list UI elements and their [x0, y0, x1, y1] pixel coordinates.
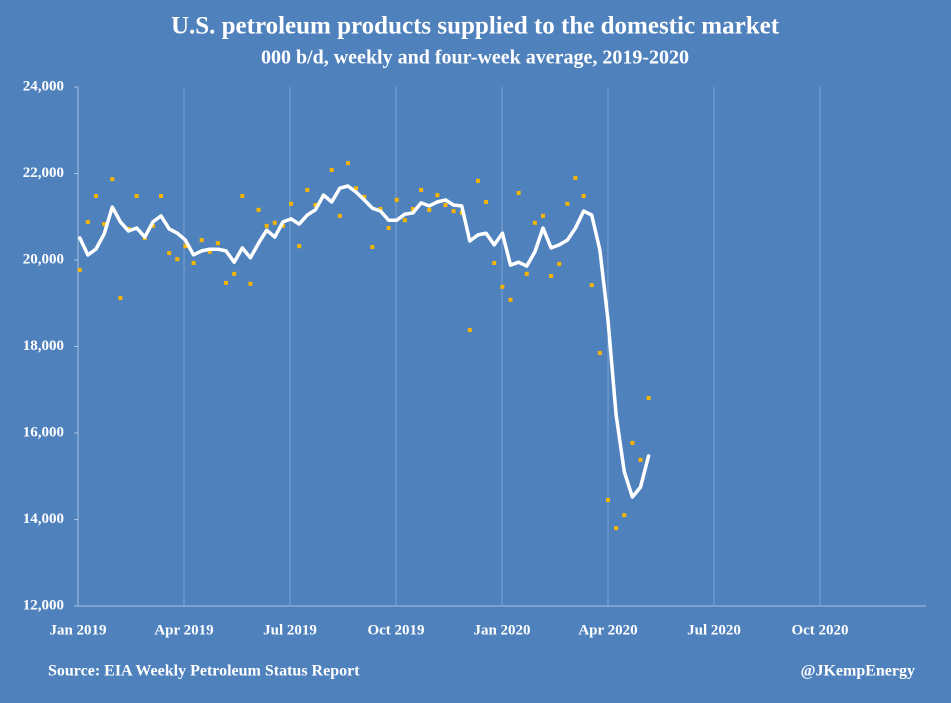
point — [622, 513, 627, 518]
x-tick-label: Oct 2019 — [367, 622, 424, 638]
x-tick-label: Jul 2019 — [263, 622, 317, 638]
point — [589, 283, 594, 288]
point — [224, 280, 229, 285]
y-tick-label: 24,000 — [23, 78, 64, 94]
point — [557, 261, 562, 266]
y-tick-label: 14,000 — [23, 511, 64, 527]
point — [167, 251, 172, 256]
point — [402, 218, 407, 223]
point — [565, 201, 570, 206]
point — [183, 244, 188, 249]
chart-title: U.S. petroleum products supplied to the … — [171, 13, 780, 40]
point — [77, 267, 82, 272]
point — [614, 526, 619, 531]
point — [256, 207, 261, 212]
point — [207, 249, 212, 254]
point — [175, 257, 180, 262]
y-tick-label: 12,000 — [23, 597, 64, 613]
point — [159, 193, 164, 198]
point — [467, 328, 472, 333]
source: Source: EIA Weekly Petroleum Status Repo… — [48, 663, 360, 680]
point — [378, 206, 383, 211]
point — [646, 395, 651, 400]
credit: @JKempEnergy — [801, 663, 915, 680]
point — [597, 350, 602, 355]
point — [638, 457, 643, 462]
point — [305, 187, 310, 192]
point — [297, 244, 302, 249]
point — [516, 190, 521, 195]
point — [532, 220, 537, 225]
point — [540, 213, 545, 218]
point — [272, 220, 277, 225]
y-tick-label: 20,000 — [23, 251, 64, 267]
point — [191, 261, 196, 266]
point — [443, 203, 448, 208]
x-tick-label: Jan 2019 — [49, 622, 106, 638]
point — [102, 222, 107, 227]
point — [85, 219, 90, 224]
point — [240, 193, 245, 198]
point — [500, 284, 505, 289]
point — [313, 203, 318, 208]
y-tick-label: 22,000 — [23, 165, 64, 181]
point — [110, 177, 115, 182]
point — [362, 194, 367, 199]
point — [232, 271, 237, 276]
point — [475, 178, 480, 183]
point — [337, 213, 342, 218]
point — [289, 201, 294, 206]
x-tick-label: Apr 2020 — [578, 622, 637, 638]
line — [78, 184, 651, 499]
point — [394, 197, 399, 202]
point — [508, 297, 513, 302]
point — [435, 193, 440, 198]
point — [410, 206, 415, 211]
point — [354, 186, 359, 191]
point — [386, 225, 391, 230]
point — [581, 193, 586, 198]
y-tick-label: 16,000 — [23, 424, 64, 440]
point — [150, 223, 155, 228]
point — [492, 261, 497, 266]
y-tick-label: 18,000 — [23, 338, 64, 354]
point — [199, 238, 204, 243]
point — [248, 281, 253, 286]
point — [345, 161, 350, 166]
point — [630, 440, 635, 445]
point — [573, 175, 578, 180]
x-tick-label: Jan 2020 — [473, 622, 530, 638]
point — [524, 271, 529, 276]
point — [451, 209, 456, 214]
point — [329, 168, 334, 173]
point — [134, 193, 139, 198]
point — [264, 223, 269, 228]
point — [215, 241, 220, 246]
point — [280, 223, 285, 228]
point — [94, 193, 99, 198]
point — [484, 200, 489, 205]
point — [370, 245, 375, 250]
x-tick-label: Apr 2019 — [154, 622, 213, 638]
point — [419, 187, 424, 192]
point — [606, 498, 610, 503]
point — [118, 296, 123, 301]
point — [549, 274, 554, 279]
point — [427, 207, 432, 212]
x-tick-label: Oct 2020 — [791, 622, 848, 638]
x-tick-label: Jul 2020 — [687, 622, 741, 638]
chart-subtitle: 000 b/d, weekly and four-week average, 2… — [261, 47, 689, 69]
